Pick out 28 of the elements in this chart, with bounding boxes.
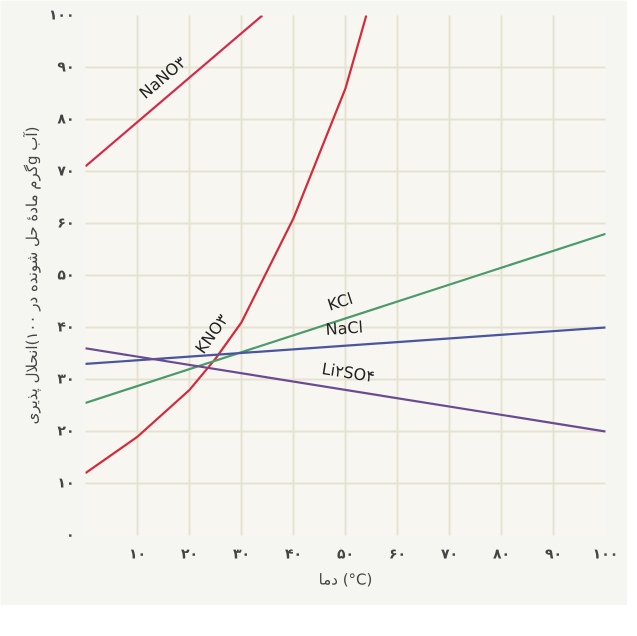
x-tick-label: ۵۰ <box>336 546 354 562</box>
y-tick-label: ۷۰ <box>57 164 75 180</box>
y-tick-label: ۰ <box>66 528 74 544</box>
y-tick-label: ۳۰ <box>57 372 75 388</box>
y-tick-label: ۴۰ <box>57 320 75 336</box>
x-tick-label: ۳۰ <box>232 546 250 562</box>
y-tick-label: ۹۰ <box>57 60 75 76</box>
y-axis-title: انحلال پذیری(گرم مادهٔ حل شونده در ۱۰۰g آب) <box>22 126 41 424</box>
x-tick-label: ۱۰ <box>128 546 146 562</box>
x-tick-label: ۲۰ <box>180 546 198 562</box>
x-tick-label: ۹۰ <box>544 546 562 562</box>
text: NaNO۳ <box>135 52 190 103</box>
y-tick-label: ۶۰ <box>57 216 75 232</box>
x-tick-label: ۶۰ <box>388 546 406 562</box>
x-tick-label: ۸۰ <box>492 546 510 562</box>
text: Li۲SO۴ <box>320 359 376 386</box>
series-label: NaCl <box>324 317 364 340</box>
y-tick-label: ۱۰ <box>57 476 75 492</box>
x-tick-label: ۱۰۰ <box>592 546 618 562</box>
x-axis-title: دما (°C) <box>318 570 372 588</box>
y-tick-label: ۸۰ <box>57 112 75 128</box>
x-tick-label: ۷۰ <box>440 546 458 562</box>
text: KNO۳ <box>191 310 232 358</box>
y-tick-label: ۵۰ <box>57 268 75 284</box>
text: KCl <box>325 288 356 315</box>
y-tick-label: ۲۰ <box>57 424 75 440</box>
x-tick-label: ۴۰ <box>284 546 302 562</box>
y-tick-label: ۱۰۰ <box>48 8 75 24</box>
